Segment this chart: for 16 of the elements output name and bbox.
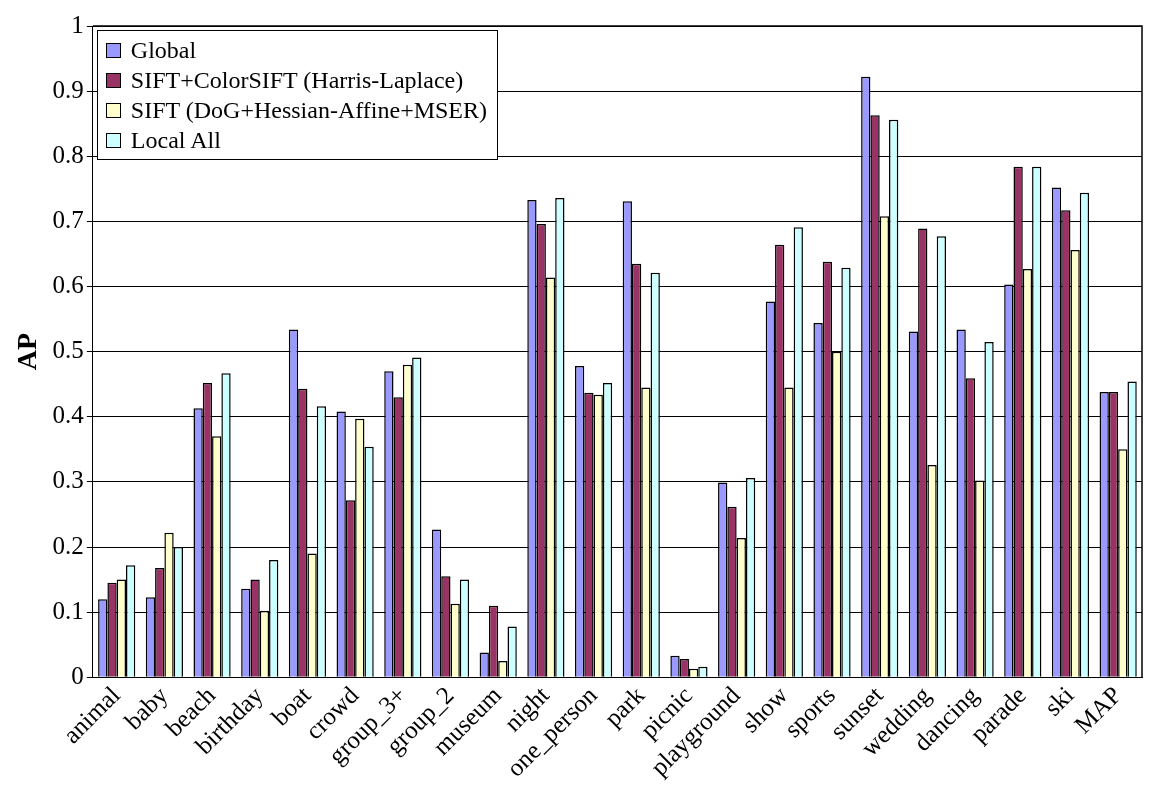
y-tick-label: 0.1 bbox=[52, 596, 84, 624]
legend-label: Local All bbox=[130, 126, 221, 155]
legend-label: SIFT+ColorSIFT (Harris-Laplace) bbox=[130, 66, 464, 95]
y-tick-label: 1 bbox=[71, 10, 84, 38]
y-tick-label: 0.9 bbox=[52, 75, 84, 103]
y-tick-label: 0.8 bbox=[52, 140, 84, 168]
y-tick-label: 0.6 bbox=[52, 271, 84, 299]
y-tick-label: 0.5 bbox=[52, 336, 84, 364]
y-tick-label: 0.2 bbox=[52, 531, 84, 559]
y-axis-title: AP bbox=[11, 332, 43, 371]
legend-label: Global bbox=[130, 36, 197, 65]
y-tick-label: 0.7 bbox=[52, 205, 84, 233]
y-tick-label: 0.4 bbox=[52, 401, 85, 429]
y-tick-label: 0 bbox=[71, 661, 84, 689]
y-tick-label: 0.3 bbox=[52, 466, 84, 494]
legend-label: SIFT (DoG+Hessian-Affine+MSER) bbox=[130, 96, 488, 125]
